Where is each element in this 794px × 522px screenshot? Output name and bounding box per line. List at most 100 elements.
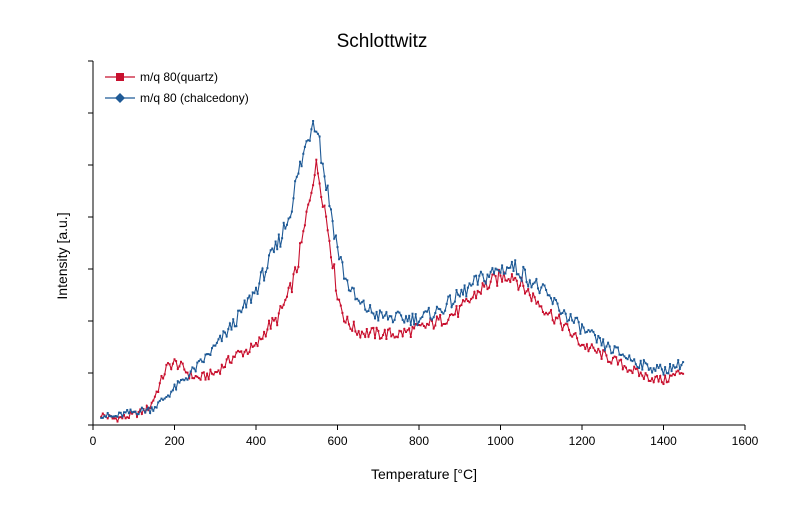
data-point [616, 346, 619, 349]
data-point [569, 334, 572, 337]
y-axis-label: Intensity [a.u.] [54, 212, 70, 299]
data-point [263, 279, 266, 282]
data-point [538, 305, 541, 308]
data-point [491, 273, 494, 276]
data-point [316, 132, 319, 135]
data-point [321, 162, 324, 165]
data-point [377, 319, 380, 322]
data-point [230, 361, 233, 364]
data-point [515, 273, 518, 276]
data-point [514, 259, 517, 262]
data-point [369, 304, 372, 307]
data-point [367, 310, 370, 312]
x-tick-label: 400 [246, 434, 266, 448]
data-point [620, 354, 623, 356]
data-point [537, 300, 539, 303]
data-point [669, 374, 671, 377]
data-point [152, 409, 155, 412]
data-point [587, 350, 590, 353]
data-point [478, 291, 481, 294]
data-point [437, 318, 440, 321]
data-point [272, 250, 275, 253]
data-point [281, 237, 284, 240]
data-point [111, 415, 114, 418]
data-point [618, 359, 621, 362]
data-point [641, 368, 644, 371]
data-point [468, 282, 471, 285]
data-point [357, 330, 360, 333]
data-point [356, 297, 359, 300]
data-point [581, 343, 583, 346]
data-point [519, 276, 522, 279]
data-point [597, 347, 600, 350]
data-point [367, 335, 370, 338]
data-point [184, 377, 187, 380]
data-point [227, 328, 230, 331]
data-point [418, 320, 420, 323]
data-point [488, 286, 491, 289]
data-point [258, 336, 261, 339]
data-point [168, 395, 171, 398]
data-point [398, 311, 401, 314]
data-point [629, 359, 632, 362]
data-point [403, 321, 406, 324]
data-point [634, 363, 637, 366]
data-point [380, 311, 383, 314]
data-point [644, 372, 647, 375]
data-point [465, 297, 468, 300]
data-point [678, 372, 681, 375]
data-point [240, 311, 243, 314]
data-point [316, 172, 319, 175]
data-point [116, 420, 119, 423]
data-point [197, 360, 200, 363]
data-point [176, 380, 179, 383]
data-point [181, 378, 184, 381]
data-point [315, 130, 318, 133]
data-point [209, 368, 212, 371]
data-point [250, 342, 253, 345]
data-point [675, 370, 678, 373]
data-point [501, 280, 504, 283]
data-point [341, 311, 344, 314]
data-point [535, 278, 538, 281]
data-point [590, 329, 593, 332]
data-point [501, 264, 504, 267]
data-point [261, 337, 264, 340]
data-point [323, 204, 326, 207]
data-point [519, 284, 522, 287]
data-point [473, 290, 476, 293]
data-point [660, 368, 663, 371]
x-tick-label: 1600 [732, 434, 759, 448]
data-point [682, 372, 685, 375]
data-point [594, 349, 596, 352]
data-point [626, 370, 629, 373]
data-point [414, 323, 417, 325]
data-point [145, 404, 148, 407]
data-point [647, 368, 650, 371]
data-point [538, 292, 541, 294]
data-point [370, 327, 373, 330]
data-point [432, 327, 435, 330]
data-point [507, 267, 510, 269]
data-point [584, 331, 587, 334]
data-point [338, 298, 341, 301]
data-point [669, 363, 671, 365]
data-point [665, 372, 668, 375]
data-point [462, 293, 464, 296]
data-point [256, 344, 259, 347]
data-point [171, 389, 174, 392]
data-point [651, 371, 654, 374]
data-point [390, 335, 393, 338]
data-point [299, 242, 301, 245]
data-point [434, 312, 437, 314]
data-point [100, 415, 103, 418]
data-point [439, 314, 442, 316]
data-point [372, 326, 375, 329]
series-1 [100, 120, 685, 419]
data-point [294, 180, 297, 183]
data-point [292, 197, 295, 200]
data-point [642, 359, 645, 362]
data-point [660, 381, 663, 384]
data-point [310, 128, 313, 131]
data-point [165, 363, 168, 366]
